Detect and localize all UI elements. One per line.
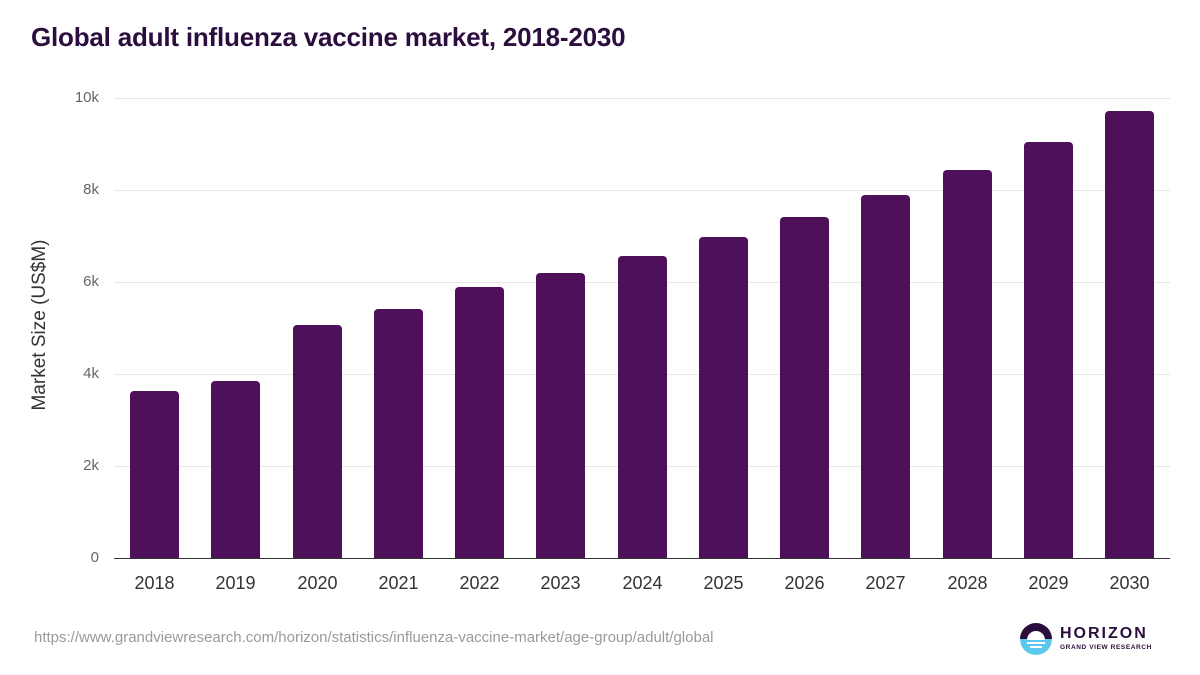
bar-2028[interactable] [943, 170, 992, 558]
source-url[interactable]: https://www.grandviewresearch.com/horizo… [34, 629, 714, 646]
bar-2030[interactable] [1105, 111, 1154, 558]
bar-2027[interactable] [861, 195, 910, 558]
y-axis-label: Market Size (US$M) [29, 239, 50, 411]
bar-2020[interactable] [293, 325, 342, 558]
bar-2023[interactable] [536, 273, 585, 558]
x-tick-label: 2023 [540, 573, 581, 593]
x-tick-label: 2019 [215, 573, 256, 593]
x-tick-label: 2024 [622, 573, 663, 593]
bar-2019[interactable] [211, 381, 260, 558]
gridline [114, 190, 1170, 191]
x-tick-label: 2028 [947, 573, 988, 593]
x-tick-label: 2025 [703, 573, 744, 593]
bar-2024[interactable] [618, 256, 667, 558]
y-tick-label: 6k [83, 273, 99, 290]
logo-subtitle: GRAND VIEW RESEARCH [1060, 644, 1152, 651]
horizon-sun-icon [1020, 623, 1052, 655]
x-tick-label: 2026 [784, 573, 825, 593]
bar-2022[interactable] [455, 287, 504, 558]
bar-2029[interactable] [1024, 142, 1073, 558]
bar-2018[interactable] [130, 391, 179, 558]
y-tick-label: 2k [83, 457, 99, 474]
y-tick-label: 10k [74, 89, 99, 106]
x-tick-label: 2018 [134, 573, 175, 593]
x-tick-label: 2027 [865, 573, 906, 593]
x-axis-line [114, 558, 1170, 559]
chart-title: Global adult influenza vaccine market, 2… [31, 22, 626, 52]
bar-2026[interactable] [780, 217, 829, 558]
x-tick-label: 2022 [459, 573, 500, 593]
x-tick-label: 2020 [297, 573, 338, 593]
y-tick-label: 0 [90, 549, 99, 566]
x-tick-label: 2030 [1109, 573, 1150, 593]
y-tick-label: 4k [83, 365, 99, 382]
logo-name: HORIZON [1060, 625, 1148, 642]
x-tick-label: 2029 [1028, 573, 1069, 593]
horizon-logo: HORIZON GRAND VIEW RESEARCH [1020, 623, 1160, 657]
y-tick-label: 8k [83, 181, 99, 198]
gridline [114, 98, 1170, 99]
bar-2021[interactable] [374, 309, 423, 558]
bar-2025[interactable] [699, 237, 748, 558]
x-tick-label: 2021 [378, 573, 419, 593]
